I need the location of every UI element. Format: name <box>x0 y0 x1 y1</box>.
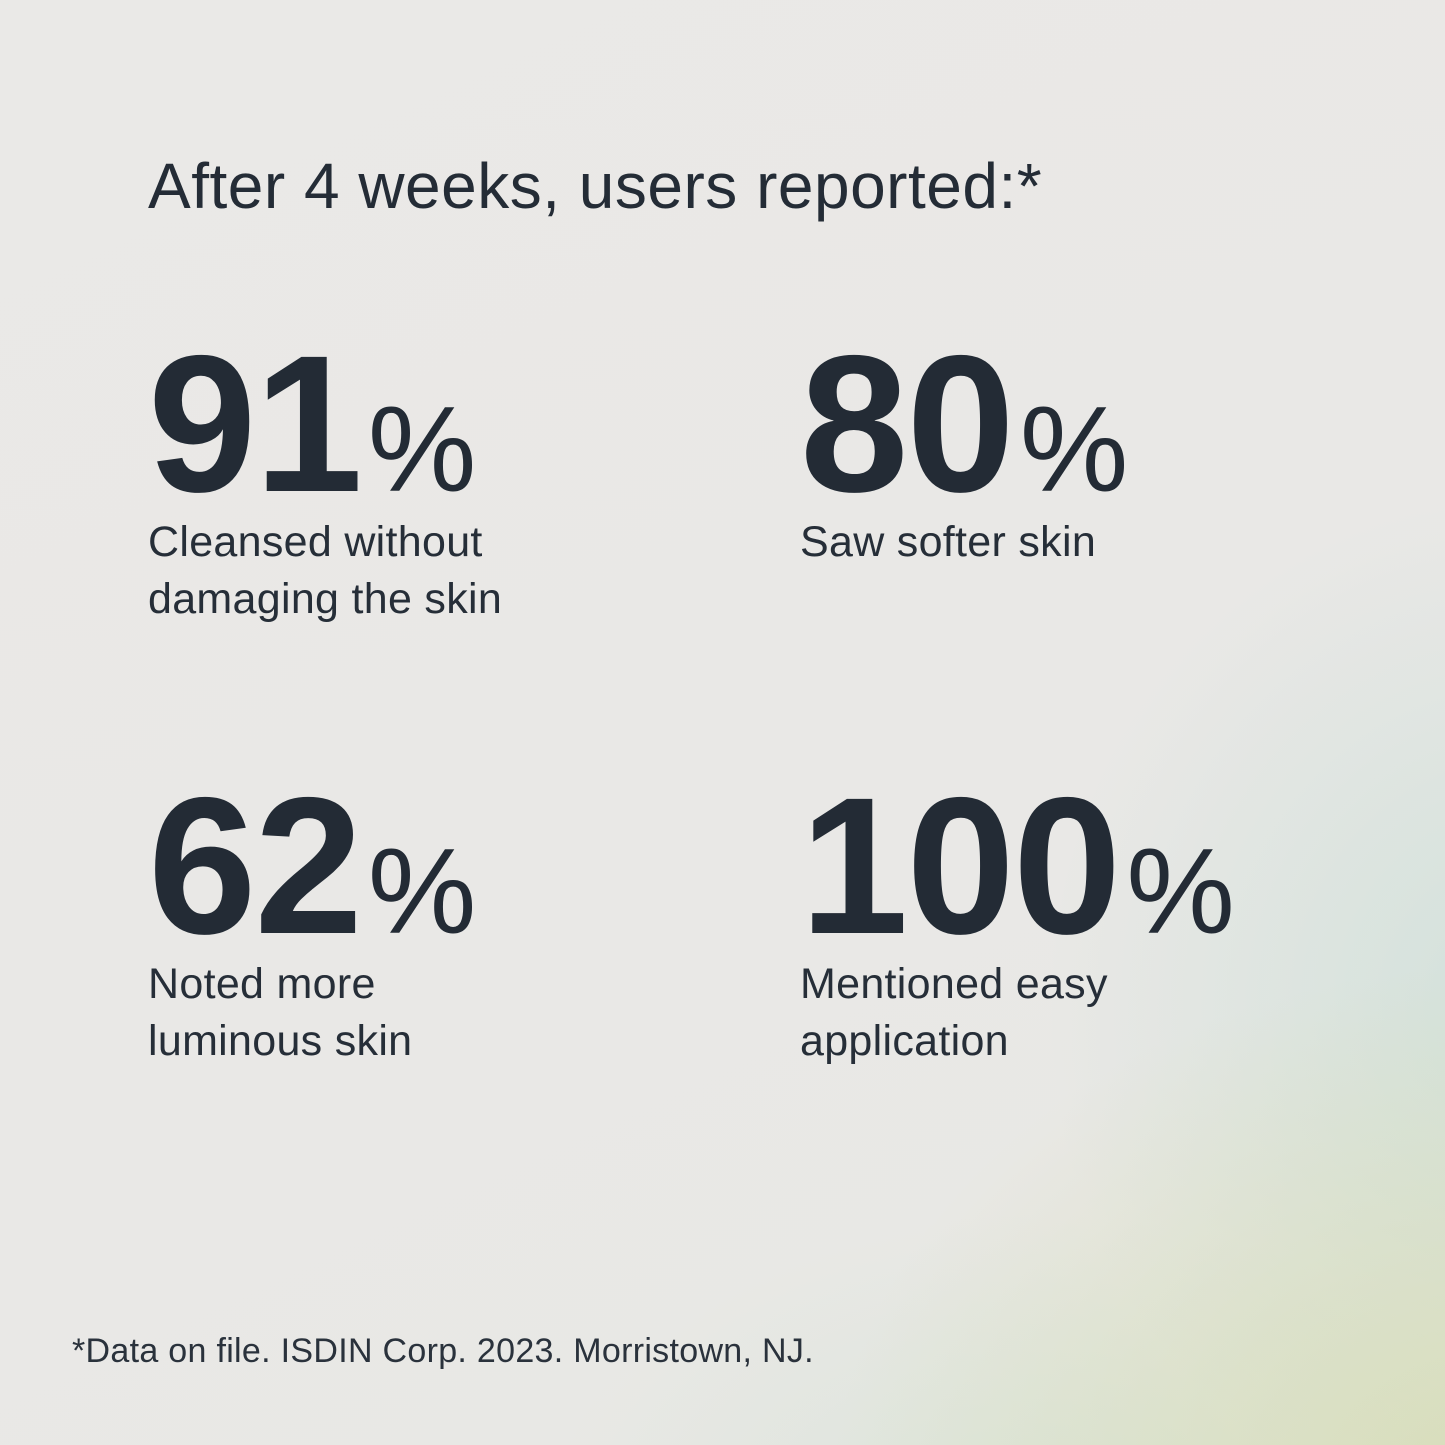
stat-card-cleansed: 91% Cleansed without damaging the skin <box>148 327 800 628</box>
stat-card-luminous-skin: 62% Noted more luminous skin <box>148 769 800 1070</box>
percent-sign: % <box>367 381 477 517</box>
stat-value: 91% <box>148 327 800 522</box>
stat-number: 80 <box>800 315 1015 533</box>
stat-label: Cleansed without damaging the skin <box>148 518 503 623</box>
stat-number: 62 <box>148 757 363 975</box>
footnote: *Data on file. ISDIN Corp. 2023. Morrist… <box>72 1332 814 1370</box>
percent-sign: % <box>1126 823 1235 959</box>
stat-number: 100 <box>800 757 1121 975</box>
stat-value: 100% <box>800 769 1348 964</box>
stat-value: 80% <box>800 327 1348 522</box>
percent-sign: % <box>367 823 477 959</box>
stat-card-easy-application: 100% Mentioned easy application <box>800 769 1348 1070</box>
stats-grid: 91% Cleansed without damaging the skin 8… <box>148 327 1348 1070</box>
stat-card-softer-skin: 80% Saw softer skin <box>800 327 1348 628</box>
stat-label: Mentioned easy application <box>800 960 1108 1065</box>
headline: After 4 weeks, users reported:* <box>148 150 1043 222</box>
stat-number: 91 <box>148 315 363 533</box>
stat-label: Saw softer skin <box>800 518 1097 566</box>
stat-value: 62% <box>148 769 800 964</box>
percent-sign: % <box>1019 381 1129 517</box>
stat-label: Noted more luminous skin <box>148 960 413 1065</box>
